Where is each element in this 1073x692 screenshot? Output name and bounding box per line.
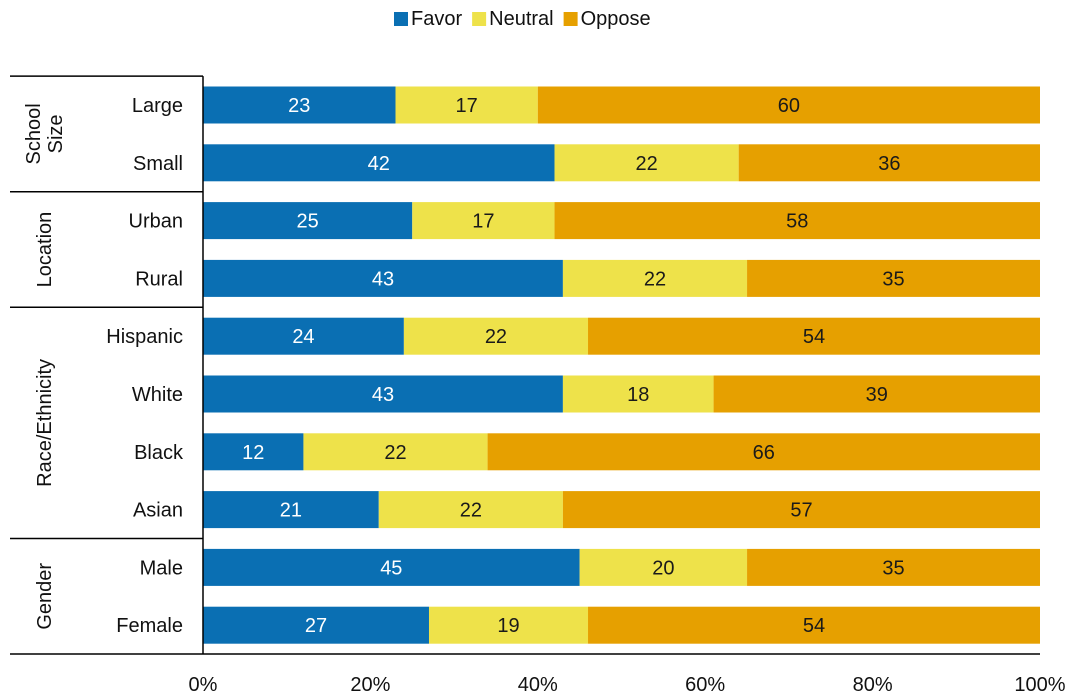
group-label-location: Location [34, 212, 56, 288]
category-label-white: White [132, 384, 183, 406]
bar-female-neutral [428, 606, 589, 644]
data-label-female-favor: 27 [305, 615, 327, 637]
category-label-asian: Asian [133, 500, 183, 522]
bar-small-neutral [554, 144, 739, 182]
bar-white-favor [203, 375, 563, 413]
group-label-line: Size [45, 114, 67, 153]
bar-male-favor [203, 548, 580, 586]
bar-large-oppose [537, 86, 1040, 124]
legend-swatch-neutral [472, 12, 487, 26]
data-label-small-neutral: 22 [635, 153, 657, 175]
category-labels: Large Small SchoolSize Urban Rural Location Hi… [23, 95, 184, 637]
data-label-male-favor: 45 [380, 557, 402, 579]
data-label-white-neutral: 18 [627, 384, 649, 406]
legend-swatch-oppose [563, 12, 578, 26]
x-tick-label-0: 0% [189, 674, 218, 692]
bar-large-neutral [395, 86, 538, 124]
category-label-black: Black [134, 442, 184, 464]
axes: 0% 20% 40% 60% 80% 100% [10, 75, 1066, 692]
x-tick-label-40: 40% [518, 674, 558, 692]
group-label-line: Race/Ethnicity [34, 359, 56, 487]
data-label-urban-oppose: 58 [786, 211, 808, 233]
category-label-male: Male [140, 557, 183, 579]
legend-swatch-favor [394, 12, 408, 26]
data-label-rural-favor: 43 [372, 268, 394, 290]
group-label-school-size: SchoolSize [23, 103, 67, 164]
data-label-hispanic-neutral: 22 [485, 326, 507, 348]
bar-white-neutral [562, 375, 714, 413]
data-label-small-favor: 42 [368, 153, 390, 175]
bar-hispanic-neutral [403, 317, 589, 355]
bar-female-favor [203, 606, 429, 644]
group-label-gender: Gender [34, 563, 56, 630]
data-label-rural-neutral: 22 [644, 268, 666, 290]
bar-female-oppose [588, 606, 1040, 644]
group-label-line: School [23, 103, 45, 164]
bar-hispanic-favor [203, 317, 404, 355]
bar-black-neutral [303, 433, 488, 471]
bar-asian-oppose [562, 491, 1040, 529]
bar-asian-neutral [378, 491, 563, 529]
bar-asian-favor [203, 491, 379, 529]
x-tick-label-100: 100% [1014, 674, 1065, 692]
bar-male-oppose [747, 548, 1040, 586]
bar-male-neutral [579, 548, 748, 586]
category-label-small: Small [133, 153, 183, 175]
data-label-large-oppose: 60 [778, 95, 800, 117]
data-label-asian-neutral: 22 [460, 500, 482, 522]
data-label-female-neutral: 19 [497, 615, 519, 637]
bar-rural-neutral [562, 259, 748, 297]
data-label-black-neutral: 22 [384, 442, 406, 464]
bar-black-favor [203, 433, 304, 471]
bar-urban-favor [203, 202, 413, 240]
data-label-black-favor: 12 [242, 442, 264, 464]
data-label-small-oppose: 36 [878, 153, 900, 175]
data-label-white-favor: 43 [372, 384, 394, 406]
bar-urban-oppose [554, 202, 1040, 240]
x-tick-label-20: 20% [350, 674, 390, 692]
data-label-large-favor: 23 [288, 95, 310, 117]
category-label-rural: Rural [135, 268, 183, 290]
data-label-large-neutral: 17 [456, 95, 478, 117]
group-label-line: Gender [34, 563, 56, 630]
category-label-urban: Urban [129, 211, 183, 233]
x-tick-label-60: 60% [685, 674, 725, 692]
category-label-female: Female [116, 615, 183, 637]
bar-rural-favor [203, 259, 563, 297]
data-label-hispanic-favor: 24 [292, 326, 314, 348]
category-label-large: Large [132, 95, 183, 117]
x-tick-label-80: 80% [853, 674, 893, 692]
data-label-black-oppose: 66 [753, 442, 775, 464]
bar-urban-neutral [412, 202, 555, 240]
data-label-asian-oppose: 57 [790, 500, 812, 522]
legend-label-favor: Favor [411, 8, 462, 30]
data-label-male-neutral: 20 [652, 557, 674, 579]
bar-rural-oppose [747, 259, 1040, 297]
data-label-white-oppose: 39 [866, 384, 888, 406]
data-label-urban-favor: 25 [297, 211, 319, 233]
bar-large-favor [203, 86, 396, 124]
data-label-male-oppose: 35 [882, 557, 904, 579]
legend: Favor Neutral Oppose [394, 8, 651, 30]
bar-small-oppose [738, 144, 1040, 182]
category-label-hispanic: Hispanic [106, 326, 183, 348]
bar-white-oppose [713, 375, 1040, 413]
data-label-hispanic-oppose: 54 [803, 326, 825, 348]
legend-label-neutral: Neutral [489, 8, 553, 30]
bar-small-favor [203, 144, 555, 182]
data-label-asian-favor: 21 [280, 500, 302, 522]
bars: 23 17 60 42 22 36 25 17 58 43 22 35 24 22 54 43 18 39 12 22… [203, 86, 1041, 644]
data-label-female-oppose: 54 [803, 615, 825, 637]
bar-hispanic-oppose [588, 317, 1040, 355]
data-label-urban-neutral: 17 [472, 211, 494, 233]
bar-black-oppose [487, 433, 1041, 471]
group-label-race-ethnicity: Race/Ethnicity [34, 359, 56, 487]
data-label-rural-oppose: 35 [882, 268, 904, 290]
group-label-line: Location [34, 212, 56, 288]
legend-label-oppose: Oppose [581, 8, 651, 30]
